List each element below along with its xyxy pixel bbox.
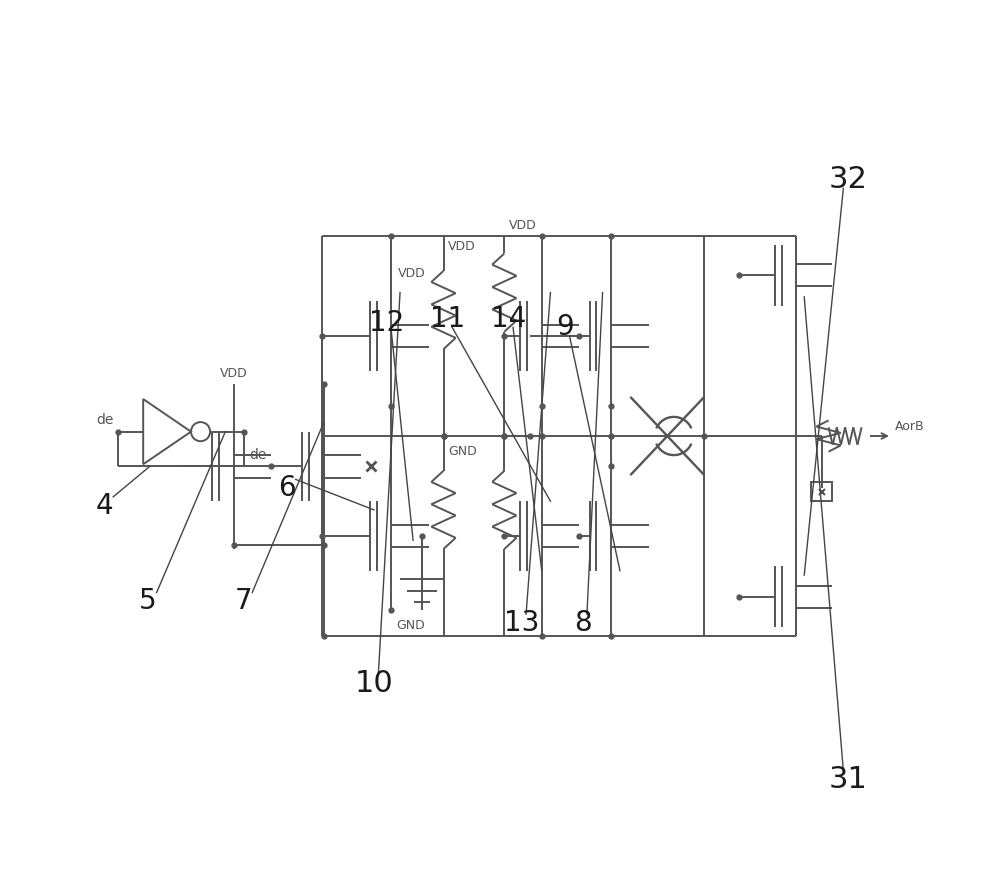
Text: 10: 10 [355, 669, 393, 698]
Text: 13: 13 [504, 609, 539, 637]
Text: 8: 8 [574, 609, 591, 637]
Text: GND: GND [397, 618, 425, 631]
Text: 7: 7 [235, 587, 252, 615]
Text: 14: 14 [491, 304, 526, 332]
Text: VDD: VDD [220, 366, 248, 379]
Text: VDD: VDD [509, 219, 536, 232]
Bar [811, 482, 832, 501]
Text: 9: 9 [556, 313, 574, 341]
Text: GND: GND [448, 445, 477, 458]
Text: de: de [250, 448, 267, 462]
Text: 11: 11 [430, 304, 465, 332]
Text: 5: 5 [139, 587, 157, 615]
Text: VDD: VDD [398, 267, 426, 280]
Text: 6: 6 [278, 474, 296, 502]
Text: de: de [96, 413, 113, 427]
Text: AorB: AorB [895, 420, 924, 433]
Text: 4: 4 [96, 492, 113, 520]
Text: 12: 12 [369, 309, 405, 337]
Text: VDD: VDD [448, 241, 476, 254]
Text: 32: 32 [828, 165, 867, 194]
Text: 31: 31 [828, 765, 867, 794]
